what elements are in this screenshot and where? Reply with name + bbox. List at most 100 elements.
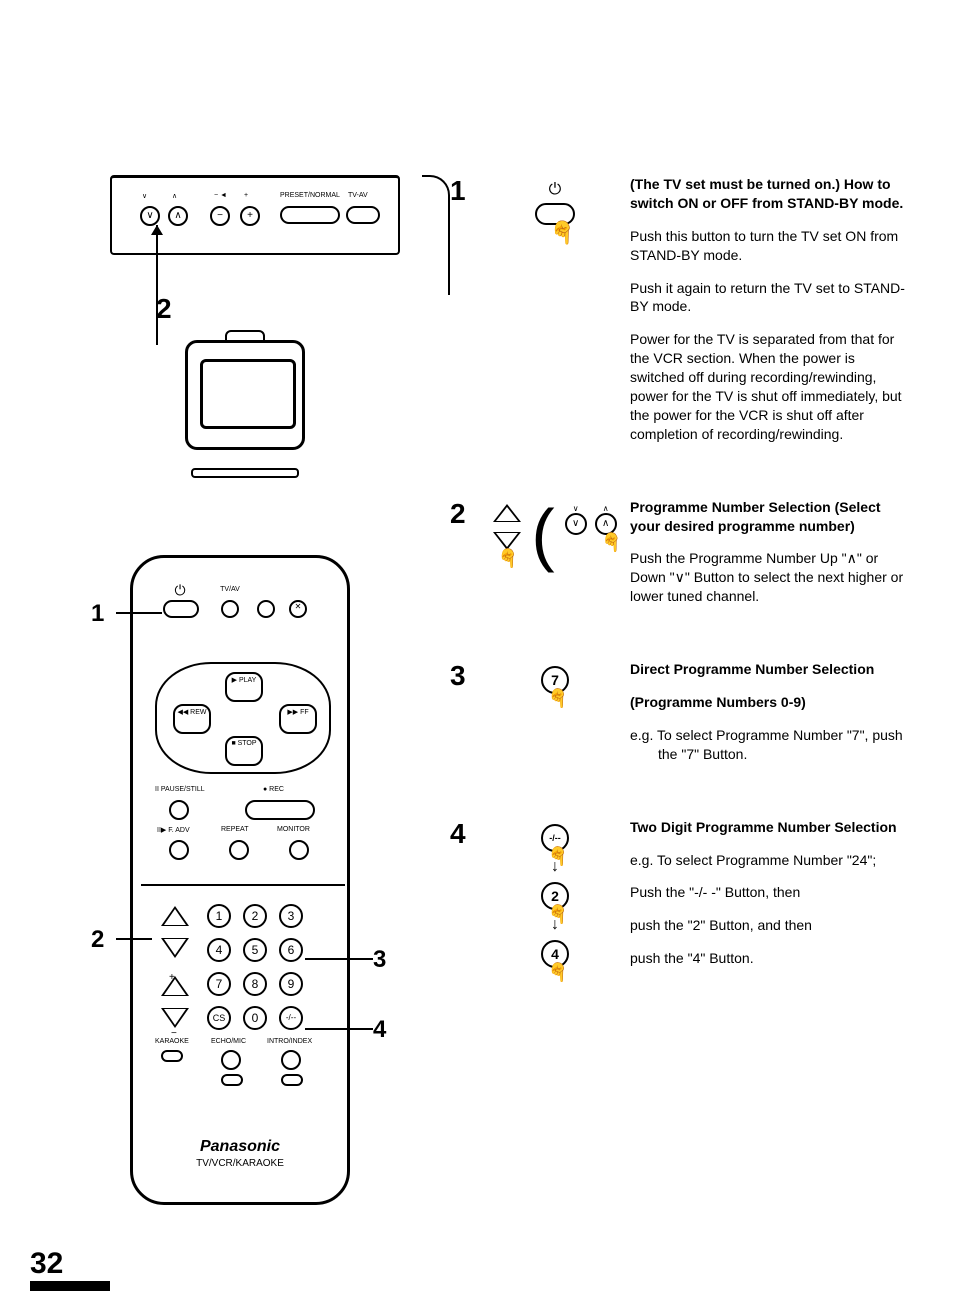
pointing-hand-icon: ☝ bbox=[547, 844, 569, 868]
step-4-number: 4 bbox=[450, 818, 480, 850]
step-1: 1 ⏻ (The TV set must be turned on.) How … bbox=[450, 175, 910, 458]
callout-2: 2 bbox=[91, 926, 104, 954]
remote-type-label: TV/VCR/KARAOKE bbox=[133, 1158, 347, 1169]
remote-divider bbox=[141, 884, 345, 886]
step-1-text: (The TV set must be turned on.) How to s… bbox=[630, 175, 910, 458]
panel-label-tvav: TV-AV bbox=[348, 192, 368, 199]
power-button bbox=[163, 600, 199, 618]
dash-button: -/-- bbox=[279, 1006, 303, 1030]
prog-button bbox=[257, 600, 275, 618]
step-1-heading: (The TV set must be turned on.) How to s… bbox=[630, 176, 903, 211]
step-1-p2: Push it again to return the TV set to ST… bbox=[630, 279, 910, 317]
tv-body bbox=[185, 340, 305, 450]
pointing-hand-icon bbox=[549, 219, 569, 241]
channel-up-icon bbox=[161, 906, 189, 926]
callout-2-line bbox=[116, 938, 152, 940]
callout-3: 3 bbox=[373, 946, 386, 974]
step-4-icon: -/--☝ ↓ 2☝ ↓ 4☝ bbox=[480, 818, 630, 968]
step-2-number: 2 bbox=[450, 498, 480, 530]
step-3-p1: e.g. To select Programme Number "7", pus… bbox=[658, 726, 910, 764]
fadv-label: II▶ F. ADV bbox=[157, 826, 190, 834]
panel-v-circle-icon: ∨ bbox=[565, 513, 587, 535]
num-7-button: 7 bbox=[207, 972, 231, 996]
pointing-hand-icon: ☝ bbox=[497, 547, 519, 568]
num-2-button: 2 bbox=[243, 904, 267, 928]
power-glyph-icon: ⏻ bbox=[549, 181, 562, 199]
panel-btn-tvav bbox=[346, 206, 380, 224]
step-4-p2: Push the "-/- -" Button, then bbox=[630, 883, 910, 902]
step-3-sub: (Programme Numbers 0-9) bbox=[630, 694, 806, 710]
step-4: 4 -/--☝ ↓ 2☝ ↓ 4☝ Two Digit Programme Nu… bbox=[450, 818, 910, 982]
page-number-bar bbox=[30, 1281, 110, 1291]
pointing-hand-icon: ☝ bbox=[547, 960, 569, 984]
tv-base bbox=[191, 468, 299, 478]
pointing-hand-icon: ☝ bbox=[601, 533, 623, 551]
karaoke-label: KARAOKE bbox=[155, 1038, 189, 1045]
intro-button bbox=[281, 1050, 301, 1070]
num-4-button: 4 bbox=[207, 938, 231, 962]
triangle-up-icon bbox=[493, 504, 521, 522]
volume-down-icon bbox=[161, 1008, 189, 1028]
power-oval-icon bbox=[535, 203, 575, 225]
rewind-button: ◀◀ REW bbox=[173, 704, 211, 734]
panel-btn-down: ∨ bbox=[140, 206, 160, 226]
step-3-icon: 7☝ bbox=[480, 660, 630, 694]
number-pad-section: + − 1 2 3 4 5 6 7 8 9 CS 0 -/-- KARAOKE … bbox=[155, 904, 331, 1094]
tvav-label: TV/AV bbox=[215, 586, 245, 593]
intro-label: INTRO/INDEX bbox=[267, 1038, 312, 1045]
echo-label: ECHO/MIC bbox=[211, 1038, 246, 1045]
tv-front-panel: ∨ ∧ − ◄ + PRESET/NORMAL TV-AV ∨ ∧ − + bbox=[110, 175, 400, 255]
panel-btn-plus: + bbox=[240, 206, 260, 226]
vol-plus-label: + bbox=[169, 972, 175, 983]
repeat-button bbox=[229, 840, 249, 860]
remote-control: 1 2 3 4 TV/AV ✕ ▶ PLAY ■ STOP ◀◀ REW ▶▶ … bbox=[130, 555, 350, 1205]
step-3-text: Direct Programme Number Selection (Progr… bbox=[630, 660, 910, 778]
panel-btn-preset bbox=[280, 206, 340, 224]
circle-4-icon: 4☝ bbox=[541, 940, 569, 968]
pointing-hand-icon: ☝ bbox=[547, 686, 569, 710]
callout-1-line bbox=[116, 612, 162, 614]
karaoke-button bbox=[161, 1050, 183, 1062]
circle-2-icon: 2☝ bbox=[541, 882, 569, 910]
callout-4: 4 bbox=[373, 1016, 386, 1044]
monitor-label: MONITOR bbox=[277, 826, 310, 833]
intro-button-2 bbox=[281, 1074, 303, 1086]
repeat-label: REPEAT bbox=[221, 826, 249, 833]
pause-label: II PAUSE/STILL bbox=[155, 786, 205, 793]
panel-btn-minus: − bbox=[210, 206, 230, 226]
vcr-aux-buttons: II PAUSE/STILL ● REC II▶ F. ADV REPEAT M… bbox=[155, 786, 331, 870]
step-2-heading: Programme Number Selection (Select your … bbox=[630, 499, 881, 534]
step-2-text: Programme Number Selection (Select your … bbox=[630, 498, 910, 620]
panel-label-plus: + bbox=[244, 192, 248, 199]
callout-number-2-panel: 2 bbox=[156, 293, 172, 325]
num-9-button: 9 bbox=[279, 972, 303, 996]
cs-button: CS bbox=[207, 1006, 231, 1030]
paren-icon: ( bbox=[531, 504, 554, 564]
stop-button: ■ STOP bbox=[225, 736, 263, 766]
step-4-text: Two Digit Programme Number Selection e.g… bbox=[630, 818, 910, 982]
num-6-button: 6 bbox=[279, 938, 303, 962]
step-3-number: 3 bbox=[450, 660, 480, 692]
manual-page: ∨ ∧ − ◄ + PRESET/NORMAL TV-AV ∨ ∧ − + 2 bbox=[0, 0, 954, 1301]
channel-down-icon bbox=[161, 938, 189, 958]
tvav-button bbox=[221, 600, 239, 618]
pointer-line bbox=[156, 225, 158, 345]
power-icon bbox=[173, 582, 187, 596]
step-4-p3: push the "2" Button, and then bbox=[630, 916, 910, 935]
ff-button: ▶▶ FF bbox=[279, 704, 317, 734]
instructions-column: 1 ⏻ (The TV set must be turned on.) How … bbox=[450, 175, 910, 1022]
num-8-button: 8 bbox=[243, 972, 267, 996]
panel-label-preset: PRESET/NORMAL bbox=[280, 192, 340, 199]
step-1-p3: Power for the TV is separated from that … bbox=[630, 330, 910, 443]
step-2-p1: Push the Programme Number Up "∧" or Down… bbox=[630, 549, 910, 606]
mini-tv-illustration bbox=[185, 340, 305, 470]
volume-up-icon bbox=[161, 976, 189, 996]
remote-diagram: 1 2 3 4 TV/AV ✕ ▶ PLAY ■ STOP ◀◀ REW ▶▶ … bbox=[110, 555, 360, 1225]
panel-edge-curve bbox=[422, 175, 450, 295]
step-1-p1: Push this button to turn the TV set ON f… bbox=[630, 227, 910, 265]
page-number: 32 bbox=[30, 1247, 63, 1281]
mute-button: ✕ bbox=[289, 600, 307, 618]
panel-label-v: ∨ bbox=[142, 192, 147, 200]
pause-button bbox=[169, 800, 189, 820]
step-3-heading: Direct Programme Number Selection bbox=[630, 661, 874, 677]
